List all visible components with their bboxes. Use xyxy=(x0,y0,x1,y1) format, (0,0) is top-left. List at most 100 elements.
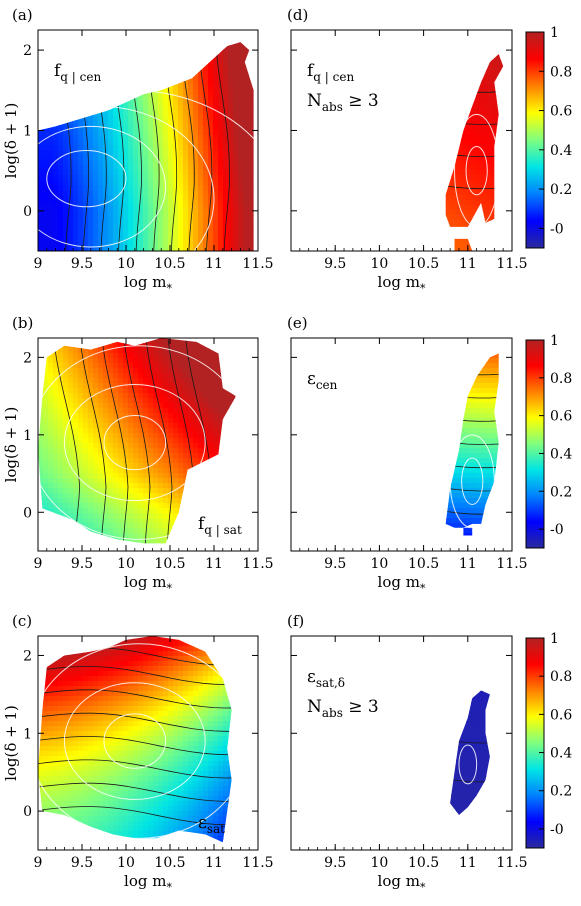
x-axis-label: log m* xyxy=(124,273,172,295)
xtick-label: 11.5 xyxy=(242,855,273,871)
xtick-label: 11.5 xyxy=(242,256,273,272)
ytick-label: 1 xyxy=(23,123,32,139)
colorbar-tick-label: 1 xyxy=(550,631,559,647)
colorbar-2: -0 0.2 0.4 0.6 0.8 1 xyxy=(525,631,572,849)
xtick-label: 9.5 xyxy=(324,256,346,272)
colorbar-tick-label: 1 xyxy=(550,333,559,349)
colorbar-fill xyxy=(525,31,545,249)
xtick-label: 9.5 xyxy=(71,855,93,871)
ytick-label: 2 xyxy=(23,350,32,366)
density-f xyxy=(458,744,478,785)
ytick-label: 2 xyxy=(23,648,32,664)
x-axis-label: log m* xyxy=(124,872,172,894)
frame-b xyxy=(37,337,259,552)
x-axis-label: log m* xyxy=(124,573,172,595)
xtick-label: 11.5 xyxy=(496,855,527,871)
colorbar-tick-label: 0.4 xyxy=(550,143,572,159)
colorbar-fill xyxy=(525,339,545,549)
xtick-label: 10.5 xyxy=(154,256,185,272)
frame-d xyxy=(290,29,513,252)
xtick-label: 10.5 xyxy=(154,855,185,871)
xtick-label: 9.5 xyxy=(324,556,346,572)
colorbar-tick-label: 0.8 xyxy=(550,64,572,80)
x-axis-label: log m* xyxy=(378,872,426,894)
colorbar-tick-label: 0.6 xyxy=(550,409,572,425)
colorbar-tick-label: 0.8 xyxy=(550,669,572,685)
panel-b: 9 9.5 10 10.5 11 11.5 0 1 2 (b) log m* log(δ + 1) fq… xyxy=(2,314,274,595)
xtick-label: 10 xyxy=(370,556,388,572)
ytick-label: 1 xyxy=(23,428,32,444)
y-axis-label: log(δ + 1) xyxy=(2,705,20,781)
xtick-label: 10 xyxy=(370,256,388,272)
colorbar-tick-label: 0.6 xyxy=(550,104,572,120)
xtick-label: 11.5 xyxy=(242,556,273,572)
field-a xyxy=(38,42,254,251)
xtick-label: 11.5 xyxy=(496,556,527,572)
annotation-b: fq | sat xyxy=(198,514,242,537)
density-b xyxy=(38,345,236,540)
xtick-label: 10.5 xyxy=(408,855,439,871)
colorbar-tick-label: -0 xyxy=(550,822,564,838)
xtick-label: 11 xyxy=(205,256,223,272)
annotation-e: εcen xyxy=(307,369,338,392)
panel-f: 9.5 10 10.5 11 11.5 (f) log m* εsat,δ Nabs ≥ 3 xyxy=(287,612,528,894)
frame-e xyxy=(290,337,513,552)
ytick-label: 0 xyxy=(23,804,32,820)
colorbar-tick-label: 0.2 xyxy=(550,484,572,500)
xtick-label: 9 xyxy=(34,556,43,572)
colorbar-1: -0 0.2 0.4 0.6 0.8 1 xyxy=(525,333,572,549)
panel-label-c: (c) xyxy=(12,612,32,630)
xtick-label: 11.5 xyxy=(496,256,527,272)
panel-label-a: (a) xyxy=(12,6,33,24)
annotation-nabs-f: Nabs ≥ 3 xyxy=(307,697,379,720)
colorbar-tick-label: 0.4 xyxy=(550,446,572,462)
xtick-label: 10.5 xyxy=(408,556,439,572)
contours-c xyxy=(38,646,232,826)
xtick-label: 9.5 xyxy=(71,556,93,572)
xtick-label: 9.5 xyxy=(324,855,346,871)
ytick-label: 2 xyxy=(23,43,32,59)
x-axis-label: log m* xyxy=(378,273,426,295)
colorbar-tick-label: 0.6 xyxy=(550,707,572,723)
field-d xyxy=(445,54,504,251)
panel-e: 9.5 10 10.5 11 11.5 (e) log m* εcen xyxy=(287,314,528,595)
contours-f xyxy=(450,724,490,783)
frame-a xyxy=(37,29,259,252)
xtick-label: 11 xyxy=(205,556,223,572)
frame-f xyxy=(290,635,513,851)
colorbar-fill xyxy=(525,637,545,849)
colorbar-tick-label: 0.4 xyxy=(550,746,572,762)
xtick-label: 10 xyxy=(370,855,388,871)
annotation-d: fq | cen xyxy=(307,61,354,84)
xtick-label: 11 xyxy=(459,256,477,272)
colorbar-0: -0 0.2 0.4 0.6 0.8 1 xyxy=(525,25,572,249)
x-axis-label: log m* xyxy=(378,573,426,595)
xtick-label: 11 xyxy=(459,855,477,871)
frame-c xyxy=(37,635,259,851)
panel-c: 9 9.5 10 10.5 11 11.5 0 1 2 (c) log m* log(δ + 1) εs… xyxy=(2,612,274,894)
xtick-label: 10 xyxy=(117,256,135,272)
panel-d: 9.5 10 10.5 11 11.5 (d) log m* fq | cen Nabs ≥ 3 xyxy=(287,6,528,295)
panel-a: 9 9.5 10 10.5 11 11.5 0 1 2 (a) log m* log(δ + 1) fq… xyxy=(2,6,274,295)
colorbar-tick-label: 0.2 xyxy=(550,182,572,198)
annotation-f: εsat,δ xyxy=(307,667,345,690)
ytick-label: 0 xyxy=(23,505,32,521)
xtick-label: 10 xyxy=(117,855,135,871)
xtick-label: 10.5 xyxy=(408,256,439,272)
colorbar-tick-label: -0 xyxy=(550,522,564,538)
xtick-label: 11 xyxy=(459,556,477,572)
colorbar-tick-label: 0.2 xyxy=(550,784,572,800)
xtick-label: 9.5 xyxy=(71,256,93,272)
panel-label-e: (e) xyxy=(287,314,308,332)
colorbar-tick-label: 1 xyxy=(550,25,559,41)
xtick-label: 11 xyxy=(205,855,223,871)
panel-label-f: (f) xyxy=(287,612,304,630)
ytick-label: 0 xyxy=(23,204,32,220)
xtick-label: 10 xyxy=(117,556,135,572)
y-axis-label: log(δ + 1) xyxy=(2,407,20,483)
annotation-c: εsat xyxy=(198,813,225,836)
xtick-label: 10.5 xyxy=(154,556,185,572)
xtick-label: 9 xyxy=(34,855,43,871)
field-f xyxy=(450,690,490,815)
